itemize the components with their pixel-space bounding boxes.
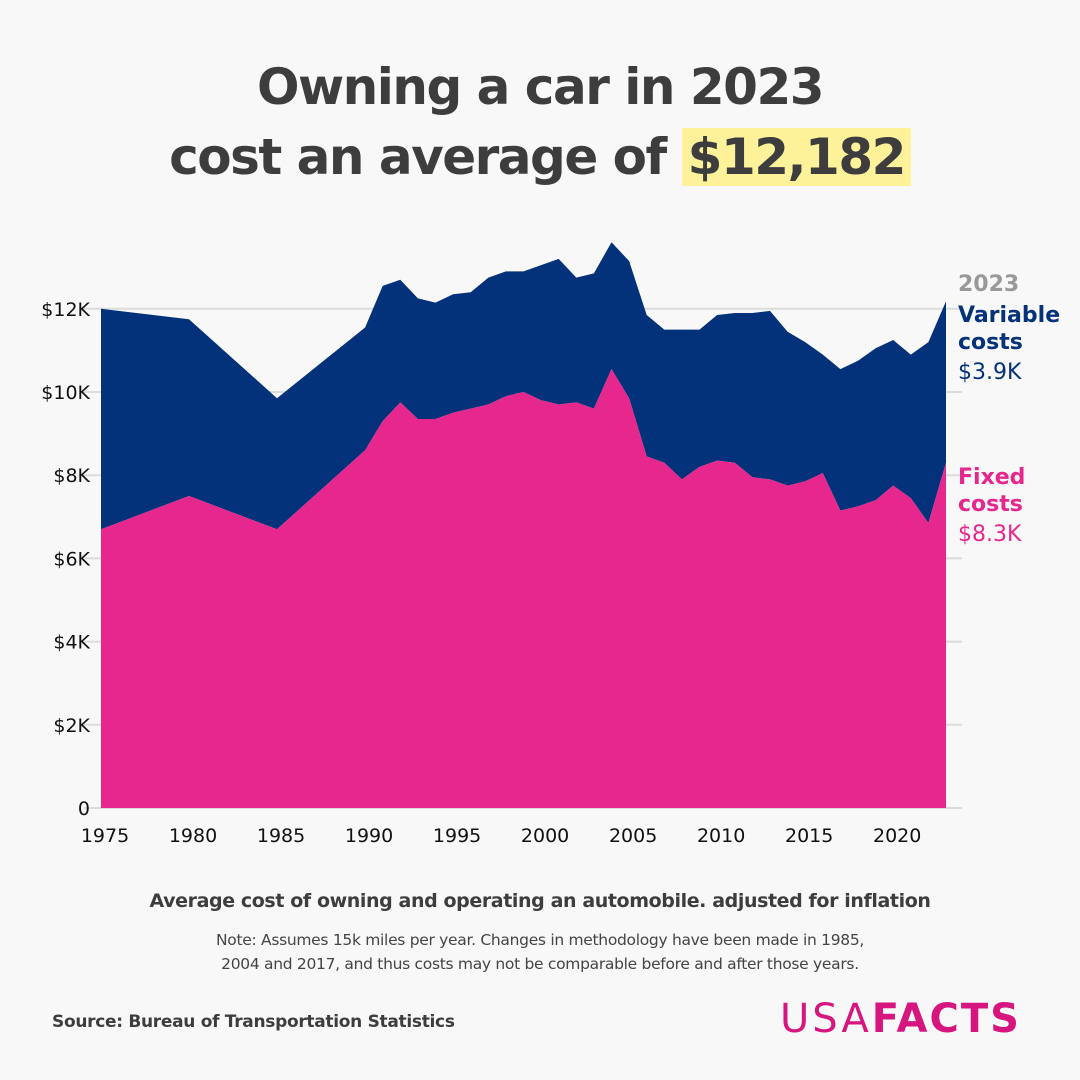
y-tick-label: 0 bbox=[78, 798, 90, 820]
x-tick-label: 2005 bbox=[609, 825, 657, 847]
x-axis-ticks: 1975 1980 1985 1990 1995 2000 2005 2010 2015 2020 bbox=[81, 825, 922, 847]
area-chart: 0$2K$4K$6K$8K$10K$12K 1975 1980 1985 1990 19… bbox=[41, 242, 962, 847]
chart-title: Owning a car in 2023 cost an average of … bbox=[0, 52, 1080, 192]
areas bbox=[101, 242, 946, 808]
area-variable-costs bbox=[101, 242, 946, 530]
label-fixed-value: $8.3K bbox=[958, 522, 1022, 547]
title-line-2-prefix: cost an average of bbox=[169, 128, 682, 186]
x-tick-label: 2015 bbox=[785, 825, 833, 847]
y-tick-label: $10K bbox=[41, 382, 90, 404]
highlighted-total: $12,182 bbox=[681, 128, 911, 186]
y-tick-label: $12K bbox=[41, 299, 90, 321]
methodology-note: Note: Assumes 15k miles per year. Change… bbox=[140, 928, 940, 976]
label-fixed-costs: Fixed costs bbox=[958, 465, 1026, 517]
logo-part-usa: USA bbox=[780, 996, 872, 1042]
x-tick-label: 1980 bbox=[169, 825, 217, 847]
usafacts-logo: USAFACTS bbox=[780, 996, 1021, 1042]
x-tick-label: 2000 bbox=[521, 825, 569, 847]
y-axis-ticks: 0 $2K $4K $6K $8K $10K $12K bbox=[41, 299, 90, 820]
x-tick-label: 1995 bbox=[433, 825, 481, 847]
area-fixed-costs bbox=[101, 369, 946, 808]
x-tick-label: 2020 bbox=[873, 825, 921, 847]
label-variable-costs: Variable costs bbox=[958, 303, 1061, 355]
y-tick-label: $8K bbox=[53, 465, 90, 487]
x-tick-label: 1975 bbox=[81, 825, 129, 847]
note-line-1: Note: Assumes 15k miles per year. Change… bbox=[215, 931, 865, 949]
note-line-2: 2004 and 2017, and thus costs may not be… bbox=[221, 955, 859, 973]
chart-subtitle: Average cost of owning and operating an … bbox=[149, 890, 931, 912]
x-tick-label: 1985 bbox=[257, 825, 305, 847]
y-tick-label: $2K bbox=[53, 715, 90, 737]
x-tick-label: 1990 bbox=[345, 825, 393, 847]
source-text: Source: Bureau of Transportation Statist… bbox=[52, 1012, 455, 1032]
title-line-1: Owning a car in 2023 bbox=[256, 58, 825, 116]
title-line-2: cost an average of $12,182 bbox=[0, 122, 1080, 192]
logo-part-facts: FACTS bbox=[871, 996, 1021, 1042]
label-variable-value: $3.9K bbox=[958, 360, 1022, 385]
y-tick-label: $6K bbox=[53, 548, 90, 570]
x-tick-label: 2010 bbox=[697, 825, 745, 847]
label-year: 2023 bbox=[958, 272, 1020, 297]
y-tick-label: $4K bbox=[53, 632, 90, 654]
